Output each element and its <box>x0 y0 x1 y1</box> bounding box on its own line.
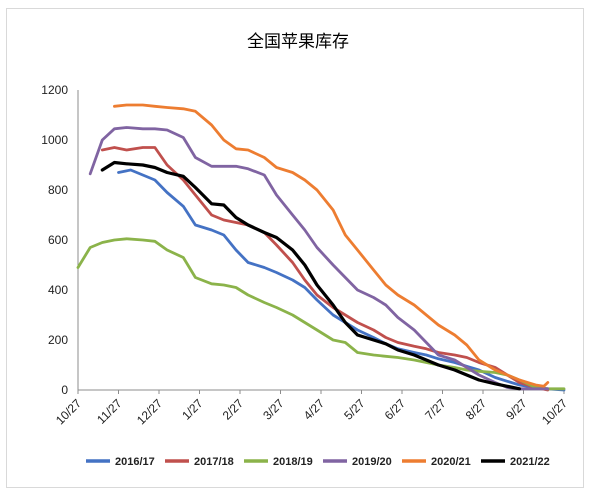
x-tick-label: 7/27 <box>422 396 449 423</box>
series-line-2018-19 <box>76 237 566 391</box>
x-tick-label: 9/27 <box>503 396 530 423</box>
x-tick-label: 5/27 <box>341 396 368 423</box>
chart-frame <box>6 8 584 488</box>
x-tick-label: 1/27 <box>179 396 206 423</box>
x-tick-label: 10/27 <box>53 396 84 427</box>
y-tick-label: 200 <box>48 333 68 347</box>
x-tick-label: 12/27 <box>134 396 165 427</box>
y-tick-label: 0 <box>61 383 68 397</box>
y-tick-label: 400 <box>48 283 68 297</box>
legend-label: 2017/18 <box>194 456 234 468</box>
x-tick-label: 6/27 <box>382 396 409 423</box>
x-tick-label: 3/27 <box>260 396 287 423</box>
series-line-2021-22 <box>100 160 522 391</box>
series-line-2017-18 <box>100 146 550 392</box>
x-tick-label: 11/27 <box>94 396 125 427</box>
y-tick-label: 800 <box>48 183 68 197</box>
series-lines <box>76 103 566 392</box>
series-line-2019-20 <box>88 126 550 391</box>
y-tick-labels: 0 200 400 600 800 1000 1200 <box>41 83 68 397</box>
legend-label: 2018/19 <box>273 456 313 468</box>
x-tick-labels: 10/27 11/27 12/27 1/27 2/27 3/27 4/27 5/27 6/27 7… <box>53 390 570 427</box>
legend-label: 2021/22 <box>510 456 550 468</box>
x-tick-label: 2/27 <box>220 396 247 423</box>
chart-title: 全国苹果库存 <box>247 32 349 52</box>
x-tick-label: 10/27 <box>539 396 570 427</box>
y-tick-label: 1200 <box>41 83 68 97</box>
series-line-2016-17 <box>117 168 566 392</box>
legend-label: 2016/17 <box>115 456 155 468</box>
series-line-2020-21 <box>113 103 550 388</box>
legend-label: 2019/20 <box>352 456 392 468</box>
legend: 2016/17 2017/18 2018/19 2019/20 2020/21 2021/… <box>86 456 550 468</box>
legend-label: 2020/21 <box>431 456 471 468</box>
y-tick-label: 600 <box>48 233 68 247</box>
y-tick-label: 1000 <box>41 133 68 147</box>
x-tick-label: 8/27 <box>463 396 490 423</box>
x-tick-label: 4/27 <box>301 396 328 423</box>
